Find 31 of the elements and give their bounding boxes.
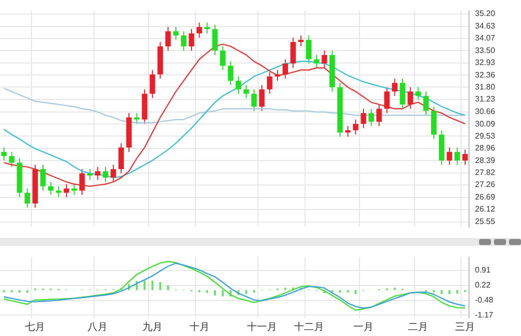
y-tick-label: 26.12: [475, 204, 496, 214]
y-tick-label: 35.20: [475, 9, 496, 18]
x-tick-label: 七月: [25, 320, 46, 333]
y-tick-label: 27.26: [475, 180, 496, 190]
y-tick-label: 34.63: [475, 22, 496, 31]
y-tick-label: 0.22: [475, 280, 492, 290]
y-tick-label: -1.17: [475, 310, 494, 320]
x-tick-label: 十月: [189, 320, 210, 333]
y-tick-label: 30.09: [475, 119, 496, 128]
y-tick-label: 30.66: [475, 106, 496, 116]
y-tick-label: 34.07: [475, 34, 496, 43]
y-tick-label: 25.55: [475, 217, 496, 226]
y-tick-label: 32.93: [475, 58, 496, 68]
y-tick-label: 32.36: [475, 70, 496, 80]
x-tick-label: 八月: [88, 322, 108, 333]
y-tick-label: 28.96: [475, 144, 496, 153]
y-tick-label: 31.80: [475, 82, 496, 92]
x-tick-label: 三月: [455, 322, 476, 333]
y-tick-label: 26.69: [475, 192, 496, 202]
y-tick-label: -0.48: [475, 296, 494, 305]
y-tick-label: 28.39: [475, 156, 496, 165]
y-tick-label: 33.50: [475, 46, 496, 55]
y-tick-label: 31.23: [475, 94, 496, 104]
x-tick-label: 十一月: [246, 320, 277, 333]
y-tick-label: 29.53: [475, 131, 496, 140]
y-tick-label: 27.82: [475, 168, 496, 178]
y-tick-label: 0.91: [475, 266, 492, 275]
x-tick-label: 十二月: [294, 320, 324, 333]
x-tick-label: 二月: [408, 322, 428, 333]
x-tick-label: 九月: [142, 320, 162, 333]
x-tick-label: 一月: [353, 322, 374, 333]
